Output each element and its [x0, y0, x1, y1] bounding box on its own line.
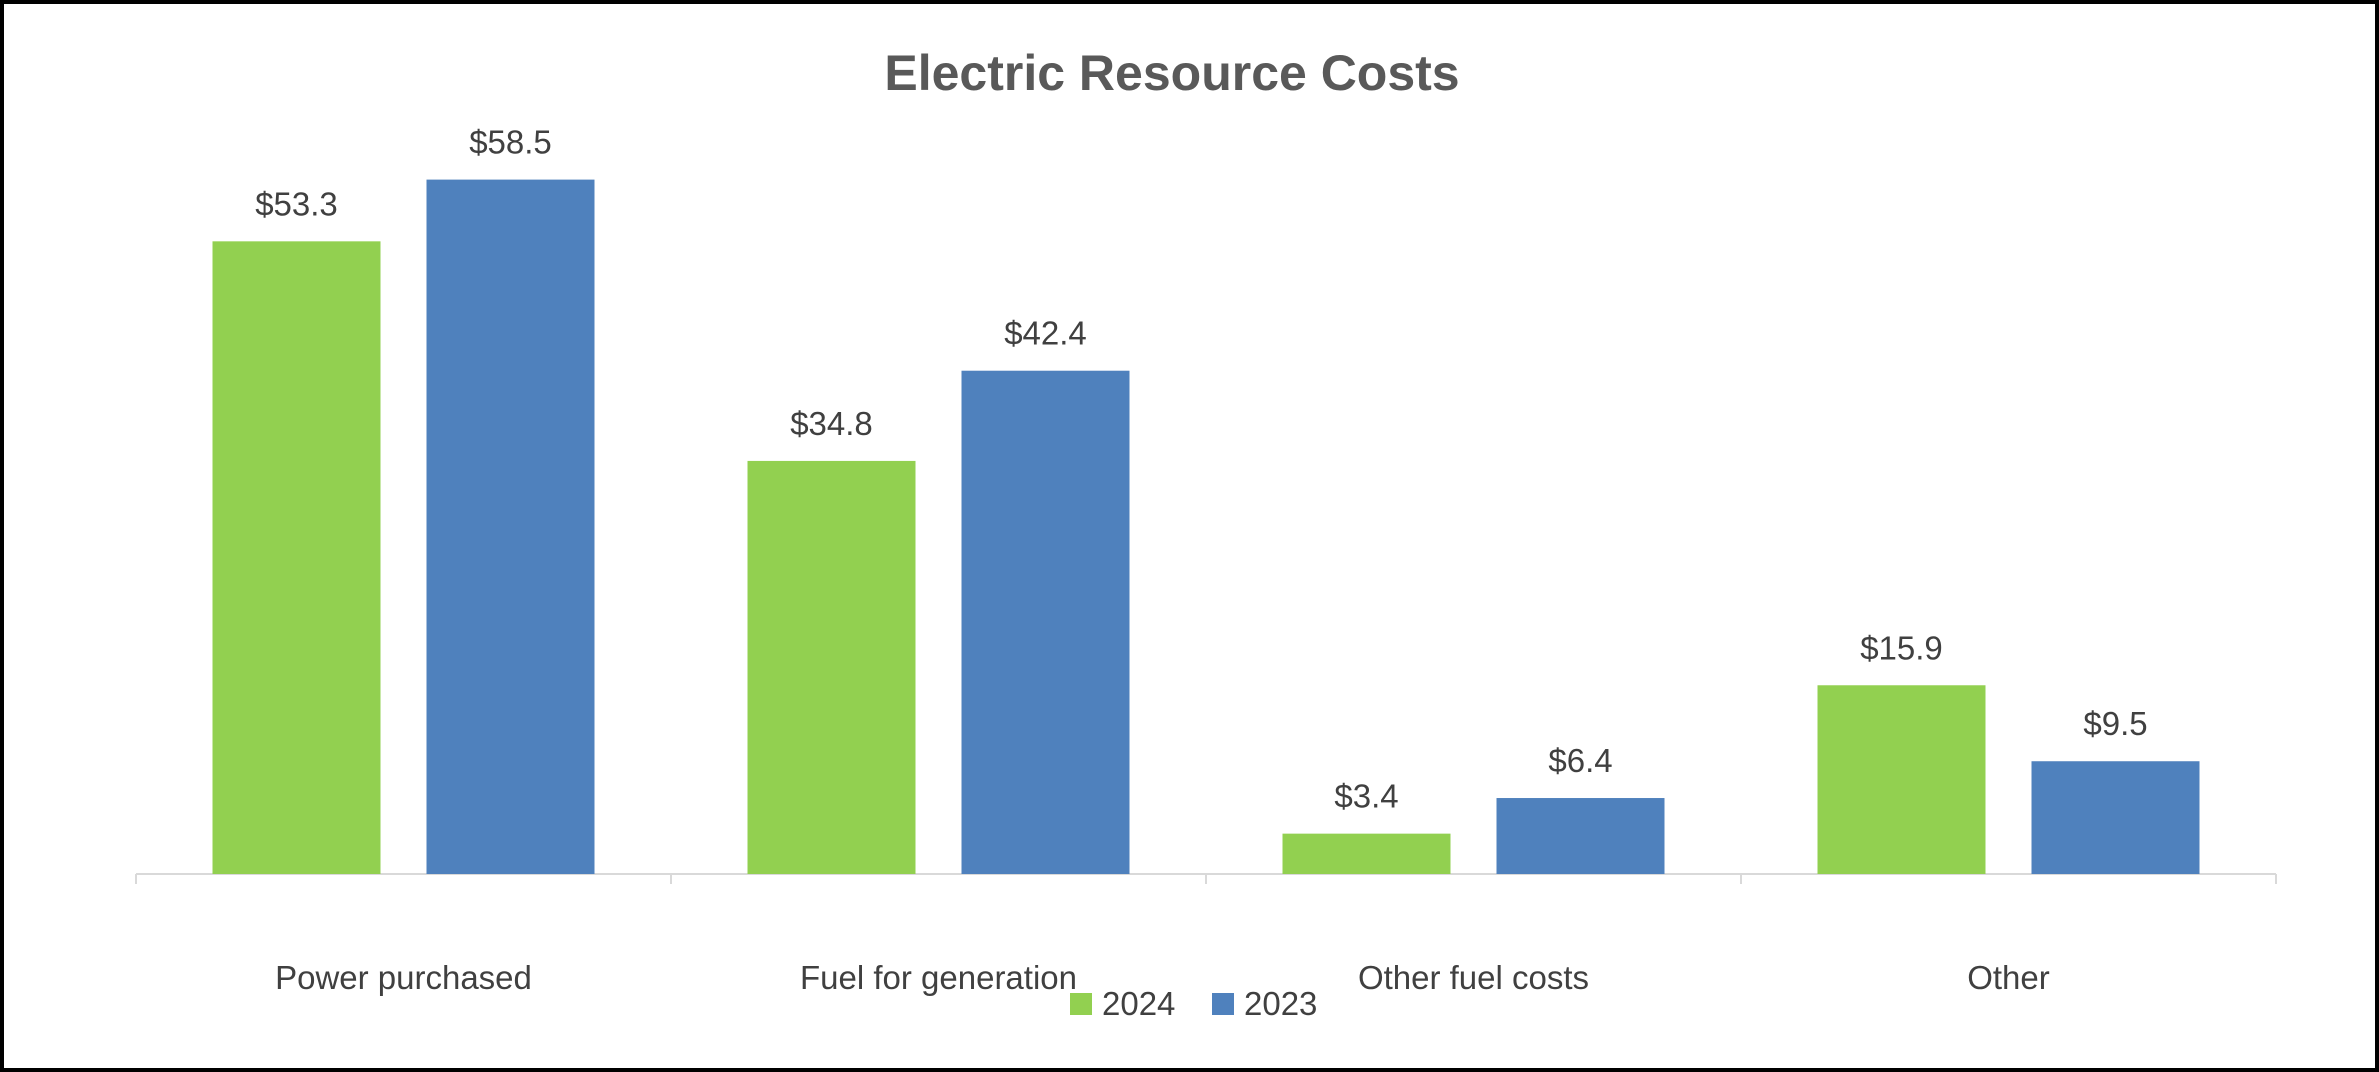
bar-2024-1 [212, 241, 381, 875]
data-label-2024-1: $53.3 [255, 185, 338, 222]
data-label-2023-1: $58.5 [469, 124, 552, 161]
legend-label-2023: 2023 [1244, 985, 1317, 1022]
bar-2023-2 [961, 370, 1130, 874]
data-label-2024-2: $34.8 [790, 405, 873, 442]
category-labels: Power purchased Fuel for generation Other … [275, 959, 2050, 996]
bar-2024-4 [1817, 685, 1986, 874]
bar-2023-4 [2031, 761, 2200, 874]
chart-title: Electric Resource Costs [884, 45, 1459, 101]
bar-2023-3 [1496, 798, 1665, 874]
x-axis [135, 873, 2277, 884]
legend-swatch-2024 [1070, 993, 1092, 1015]
bar-2023-1 [426, 179, 595, 875]
data-label-2024-3: $3.4 [1334, 778, 1398, 815]
legend: 2024 2023 [1070, 985, 1317, 1022]
category-label-1: Power purchased [275, 959, 532, 996]
data-label-2024-4: $15.9 [1860, 629, 1943, 666]
bar-chart: Electric Resource Costs $53.3$58.5$34.8$… [135, 45, 2277, 1022]
data-label-2023-4: $9.5 [2083, 705, 2147, 742]
bar-2024-2 [747, 460, 916, 874]
bars [212, 179, 2200, 875]
data-label-2023-2: $42.4 [1004, 315, 1087, 352]
category-label-3: Other fuel costs [1358, 959, 1589, 996]
legend-label-2024: 2024 [1102, 985, 1175, 1022]
category-label-4: Other [1967, 959, 2050, 996]
bar-2024-3 [1282, 833, 1451, 874]
category-label-2: Fuel for generation [800, 959, 1077, 996]
data-label-2023-3: $6.4 [1548, 742, 1612, 779]
legend-swatch-2023 [1212, 993, 1234, 1015]
data-labels: $53.3 $58.5 $34.8 $42.4 $3.4 $6.4 $15.9 $9.5 [255, 124, 2147, 815]
